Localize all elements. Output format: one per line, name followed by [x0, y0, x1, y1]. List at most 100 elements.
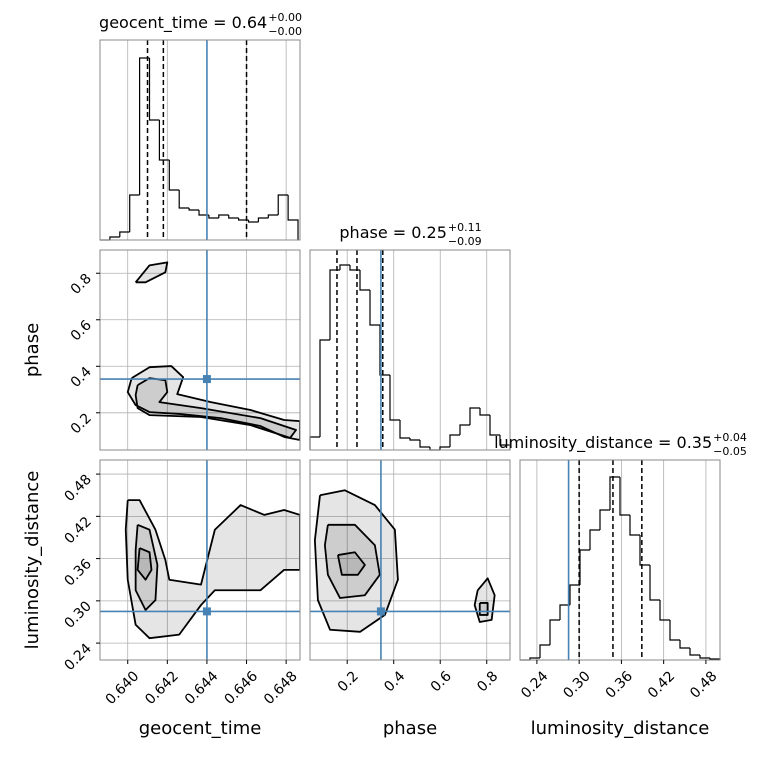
histogram-bin	[247, 220, 259, 223]
contour	[323, 523, 381, 599]
panel	[99, 459, 301, 661]
x-tick-label: 0.4	[381, 668, 408, 695]
title-lower: −0.05	[713, 445, 747, 458]
y-tick-label: 0.36	[61, 556, 94, 589]
histogram-bin	[399, 420, 410, 439]
y-axis-label: luminosity_distance	[22, 471, 43, 650]
histogram-bin	[379, 325, 390, 376]
title-upper: +0.11	[448, 221, 482, 234]
truth-marker	[202, 607, 211, 616]
contour	[134, 523, 159, 611]
contour	[134, 261, 169, 284]
x-tick-label: 0.642	[142, 668, 182, 708]
histogram-bin	[639, 535, 650, 566]
title-upper: +0.00	[268, 11, 302, 24]
panel	[309, 249, 511, 451]
histogram-bin	[549, 619, 560, 645]
x-tick-label: 0.6	[428, 668, 455, 695]
y-tick-label: 0.8	[68, 271, 95, 298]
histogram-bin	[208, 215, 219, 219]
histogram-bin	[267, 214, 279, 218]
panel-frame	[99, 39, 301, 241]
y-tick-label: 0.4	[68, 364, 95, 391]
x-axis-label: geocent_time	[139, 718, 262, 739]
x-tick-label: 0.8	[474, 668, 501, 695]
histogram-bin	[329, 269, 340, 340]
x-tick-label: 0.646	[221, 668, 261, 708]
histogram-bin	[349, 265, 360, 271]
x-tick-label: 0.30	[560, 668, 593, 701]
y-tick-label: 0.48	[61, 472, 94, 505]
histogram-bin	[539, 644, 550, 658]
title-lower: −0.09	[448, 235, 482, 248]
x-tick-label: 0.648	[261, 668, 301, 708]
y-tick-label: 0.42	[61, 514, 94, 547]
y-tick-label: 0.30	[61, 598, 94, 631]
panel-frame	[99, 459, 301, 661]
histogram-bin	[359, 270, 370, 291]
histogram-bin	[309, 436, 320, 450]
histogram-bin	[689, 648, 700, 656]
panel	[99, 39, 301, 241]
histogram-bin	[319, 339, 330, 437]
y-tick-label: 0.24	[61, 641, 94, 674]
histogram-bin	[409, 438, 420, 441]
x-tick-label: 0.644	[182, 668, 222, 708]
histogram-bin	[469, 407, 480, 425]
histogram-bin	[559, 604, 570, 620]
histogram-bin	[599, 509, 610, 530]
panel-frame	[519, 459, 721, 661]
histogram-bin	[529, 657, 540, 660]
histogram-bin	[339, 264, 350, 270]
histogram-bin	[479, 408, 490, 416]
y-tick-label: 0.6	[68, 317, 95, 344]
panel	[309, 459, 511, 661]
panel-title: luminosity_distance = 0.35	[494, 433, 712, 453]
histogram-bin	[188, 208, 200, 211]
histogram-bin	[619, 477, 630, 516]
histogram-bin	[148, 58, 160, 121]
histogram-bin	[609, 476, 620, 510]
x-tick-label: 0.36	[603, 668, 636, 701]
contour	[126, 365, 300, 441]
contour	[136, 547, 153, 581]
histogram-bin	[439, 446, 450, 450]
histogram-bin	[257, 217, 269, 222]
histogram-bin	[579, 549, 590, 585]
truth-marker	[376, 607, 385, 616]
x-tick-label: 0.42	[645, 668, 678, 701]
x-axis-label: phase	[383, 718, 437, 739]
contour-group	[126, 261, 300, 441]
histogram-bin	[198, 210, 209, 216]
histogram-bin	[158, 120, 170, 161]
histogram-bin	[419, 440, 430, 448]
histogram-bin	[699, 655, 710, 659]
y-tick-label: 0.2	[68, 410, 95, 437]
panel	[519, 459, 721, 661]
histogram-bin	[629, 515, 640, 536]
histogram-bin	[228, 215, 239, 219]
histogram-bin	[119, 231, 130, 237]
histogram-bin	[168, 160, 180, 191]
histogram-bin	[277, 194, 289, 215]
x-tick-label: 0.2	[335, 668, 362, 695]
title-upper: +0.04	[713, 431, 747, 444]
histogram-bin	[238, 218, 249, 221]
histogram-bin	[659, 600, 670, 621]
contour	[478, 602, 489, 616]
histogram-bin	[459, 424, 470, 435]
histogram-bin	[489, 415, 500, 436]
histogram-bin	[218, 214, 229, 218]
contour-group	[313, 489, 496, 633]
histogram-bin	[669, 620, 680, 641]
title-lower: −0.00	[268, 25, 302, 38]
y-axis-label: phase	[22, 323, 43, 377]
histogram-bin	[139, 57, 150, 195]
contour	[337, 551, 366, 576]
panel	[99, 249, 301, 451]
histogram-bin	[569, 584, 580, 605]
x-tick-label: 0.640	[103, 668, 143, 708]
panel-frame	[309, 249, 511, 451]
